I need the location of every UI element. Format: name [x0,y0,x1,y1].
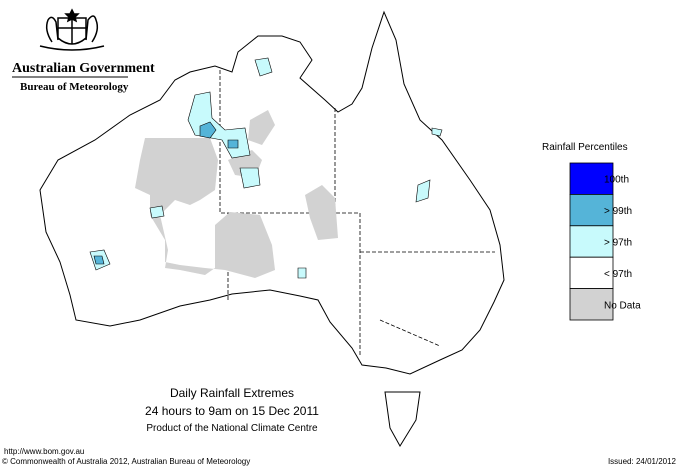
legend-swatch [569,256,614,290]
legend-swatch [569,225,614,258]
map-period: 24 hours to 9am on 15 Dec 2011 [145,404,319,418]
australia [39,10,505,447]
legend-label: > 97th [604,238,632,249]
legend-label: 100th [604,175,629,186]
legend-title: Rainfall Percentiles [542,142,628,153]
legend-label: No Data [604,300,641,311]
map-product: Product of the National Climate Centre [146,423,318,434]
legend-swatch [569,193,614,227]
coat-of-arms [39,8,105,51]
legend-label: < 97th [604,269,632,280]
footer-url: http://www.bom.gov.au [4,447,84,456]
agency-name: Australian Government [12,61,155,76]
footer-issued: Issued: 24/01/2012 [608,457,677,466]
legend: 100th > 99th > 97th < 97th No Data [569,162,641,321]
footer-copyright: © Commonwealth of Australia 2012, Austra… [2,457,250,466]
bureau-name: Bureau of Meteorology [20,81,129,93]
map-title: Daily Rainfall Extremes [170,386,294,400]
legend-label: > 99th [604,206,632,217]
legend-swatch [569,288,614,321]
